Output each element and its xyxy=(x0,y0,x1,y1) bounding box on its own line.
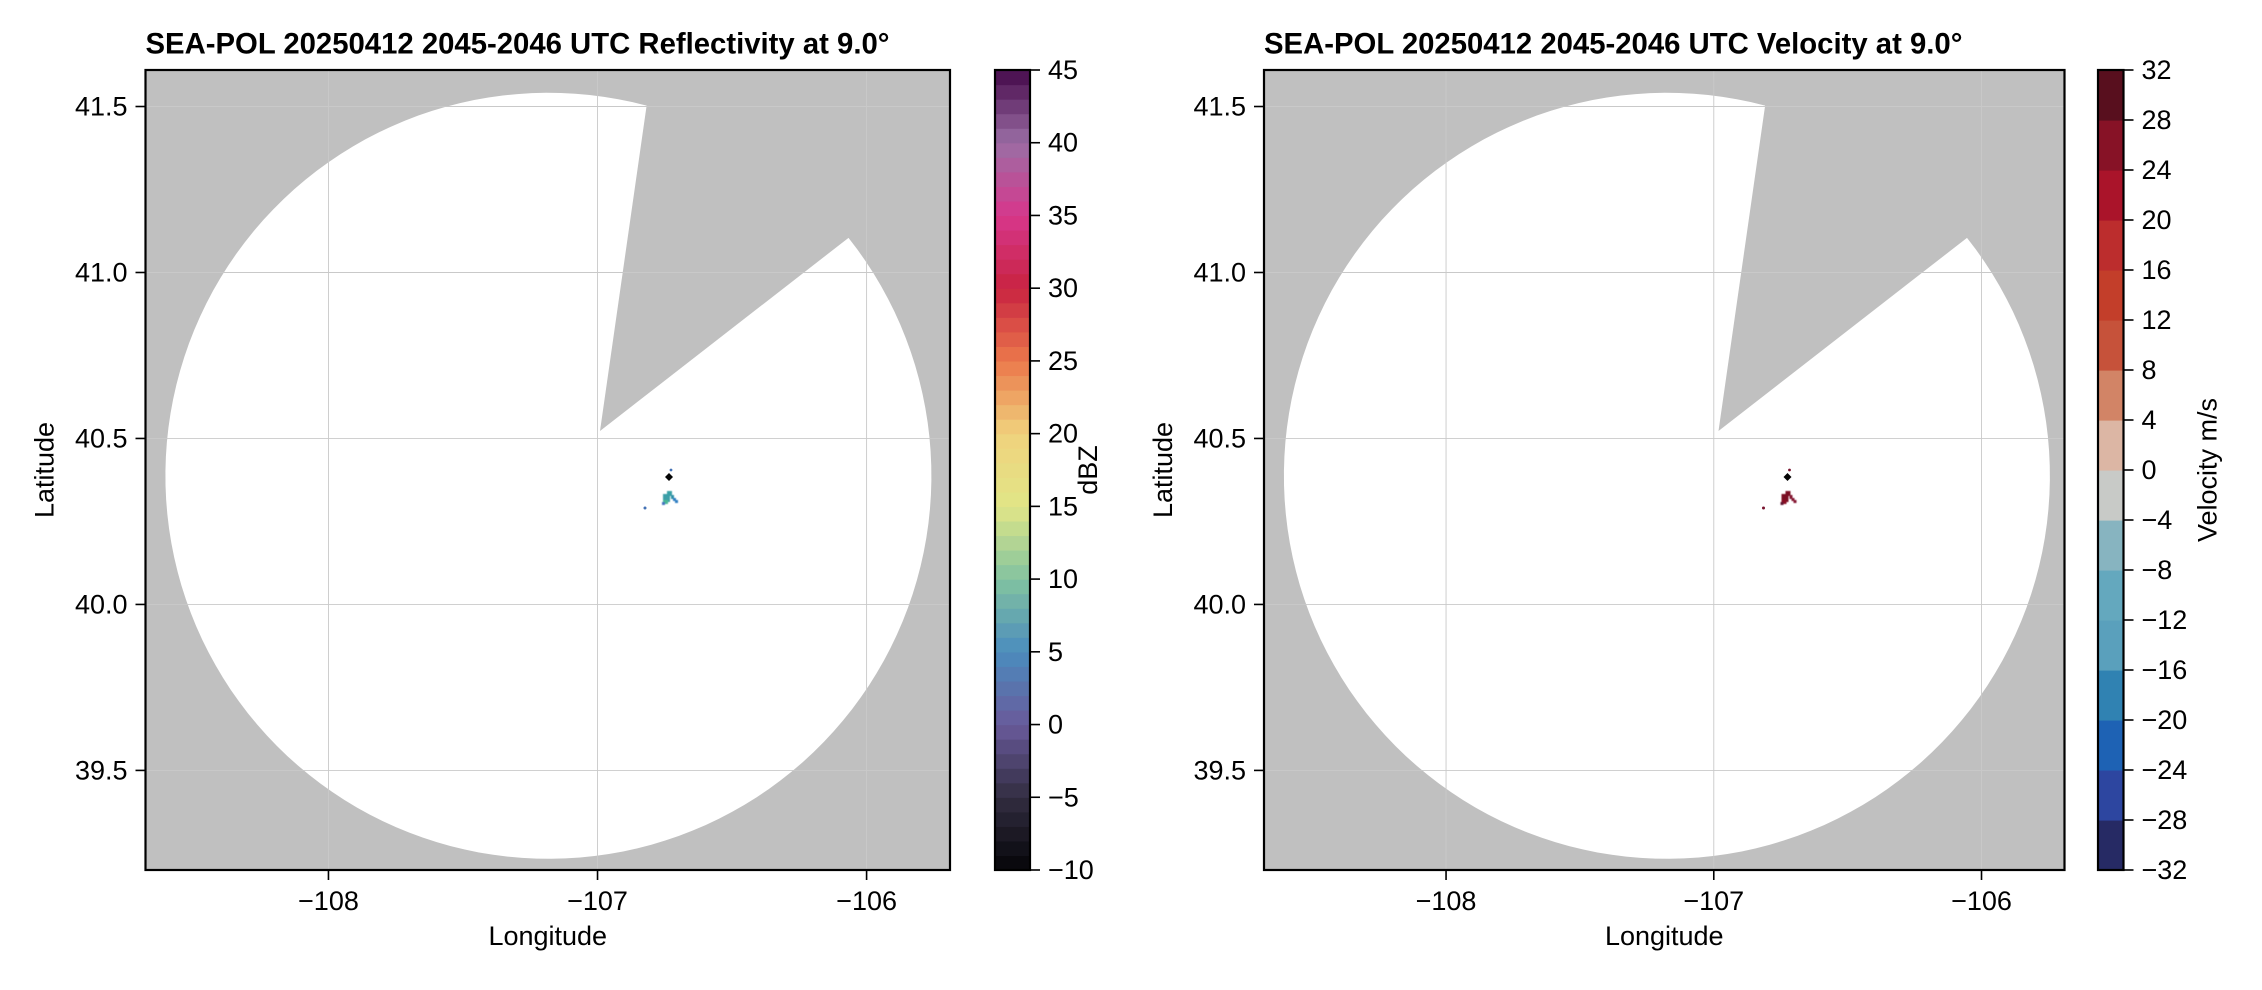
svg-text:45: 45 xyxy=(1048,55,1078,85)
svg-text:SEA-POL 20250412 2045-2046 UTC: SEA-POL 20250412 2045-2046 UTC Reflectiv… xyxy=(146,28,890,61)
svg-text:8: 8 xyxy=(2142,355,2157,385)
svg-text:32: 32 xyxy=(2142,55,2172,85)
svg-text:0: 0 xyxy=(2142,455,2157,485)
svg-text:24: 24 xyxy=(2142,155,2172,185)
svg-text:−107: −107 xyxy=(1683,886,1744,916)
svg-text:−106: −106 xyxy=(836,886,897,916)
svg-text:10: 10 xyxy=(1048,564,1078,594)
svg-text:Latitude: Latitude xyxy=(30,422,60,518)
svg-text:41.0: 41.0 xyxy=(75,257,128,287)
svg-text:39.5: 39.5 xyxy=(75,755,128,785)
svg-text:−32: −32 xyxy=(2142,855,2188,885)
svg-text:12: 12 xyxy=(2142,305,2172,335)
svg-text:−106: −106 xyxy=(1951,886,2012,916)
svg-text:16: 16 xyxy=(2142,255,2172,285)
svg-text:40.5: 40.5 xyxy=(75,423,128,453)
svg-text:−107: −107 xyxy=(567,886,628,916)
svg-text:−12: −12 xyxy=(2142,605,2188,635)
svg-text:−108: −108 xyxy=(298,886,359,916)
svg-text:dBZ: dBZ xyxy=(1073,445,1103,495)
svg-text:Longitude: Longitude xyxy=(1605,921,1724,951)
svg-text:4: 4 xyxy=(2142,405,2157,435)
svg-text:−10: −10 xyxy=(1048,855,1094,885)
svg-text:40: 40 xyxy=(1048,128,1078,158)
svg-text:−20: −20 xyxy=(2142,705,2188,735)
svg-text:39.5: 39.5 xyxy=(1193,755,1246,785)
svg-text:40.0: 40.0 xyxy=(75,589,128,619)
svg-text:28: 28 xyxy=(2142,105,2172,135)
svg-text:40.5: 40.5 xyxy=(1193,423,1246,453)
svg-text:41.5: 41.5 xyxy=(1193,92,1246,122)
svg-text:41.5: 41.5 xyxy=(75,92,128,122)
svg-text:Latitude: Latitude xyxy=(1148,422,1178,518)
svg-text:−24: −24 xyxy=(2142,755,2188,785)
svg-text:SEA-POL 20250412 2045-2046 UTC: SEA-POL 20250412 2045-2046 UTC Velocity … xyxy=(1264,28,1962,61)
svg-text:20: 20 xyxy=(1048,419,1078,449)
svg-text:0: 0 xyxy=(1048,710,1063,740)
svg-text:40.0: 40.0 xyxy=(1193,589,1246,619)
svg-text:−28: −28 xyxy=(2142,805,2188,835)
svg-text:20: 20 xyxy=(2142,205,2172,235)
svg-text:30: 30 xyxy=(1048,273,1078,303)
svg-text:−16: −16 xyxy=(2142,655,2188,685)
svg-text:25: 25 xyxy=(1048,346,1078,376)
svg-text:−4: −4 xyxy=(2142,505,2173,535)
svg-text:41.0: 41.0 xyxy=(1193,257,1246,287)
svg-text:−8: −8 xyxy=(2142,555,2173,585)
svg-text:15: 15 xyxy=(1048,491,1078,521)
svg-text:5: 5 xyxy=(1048,637,1063,667)
svg-text:−108: −108 xyxy=(1416,886,1477,916)
svg-text:Longitude: Longitude xyxy=(488,921,607,951)
svg-text:35: 35 xyxy=(1048,200,1078,230)
svg-text:−5: −5 xyxy=(1048,782,1079,812)
svg-text:Velocity m/s: Velocity m/s xyxy=(2193,398,2223,542)
